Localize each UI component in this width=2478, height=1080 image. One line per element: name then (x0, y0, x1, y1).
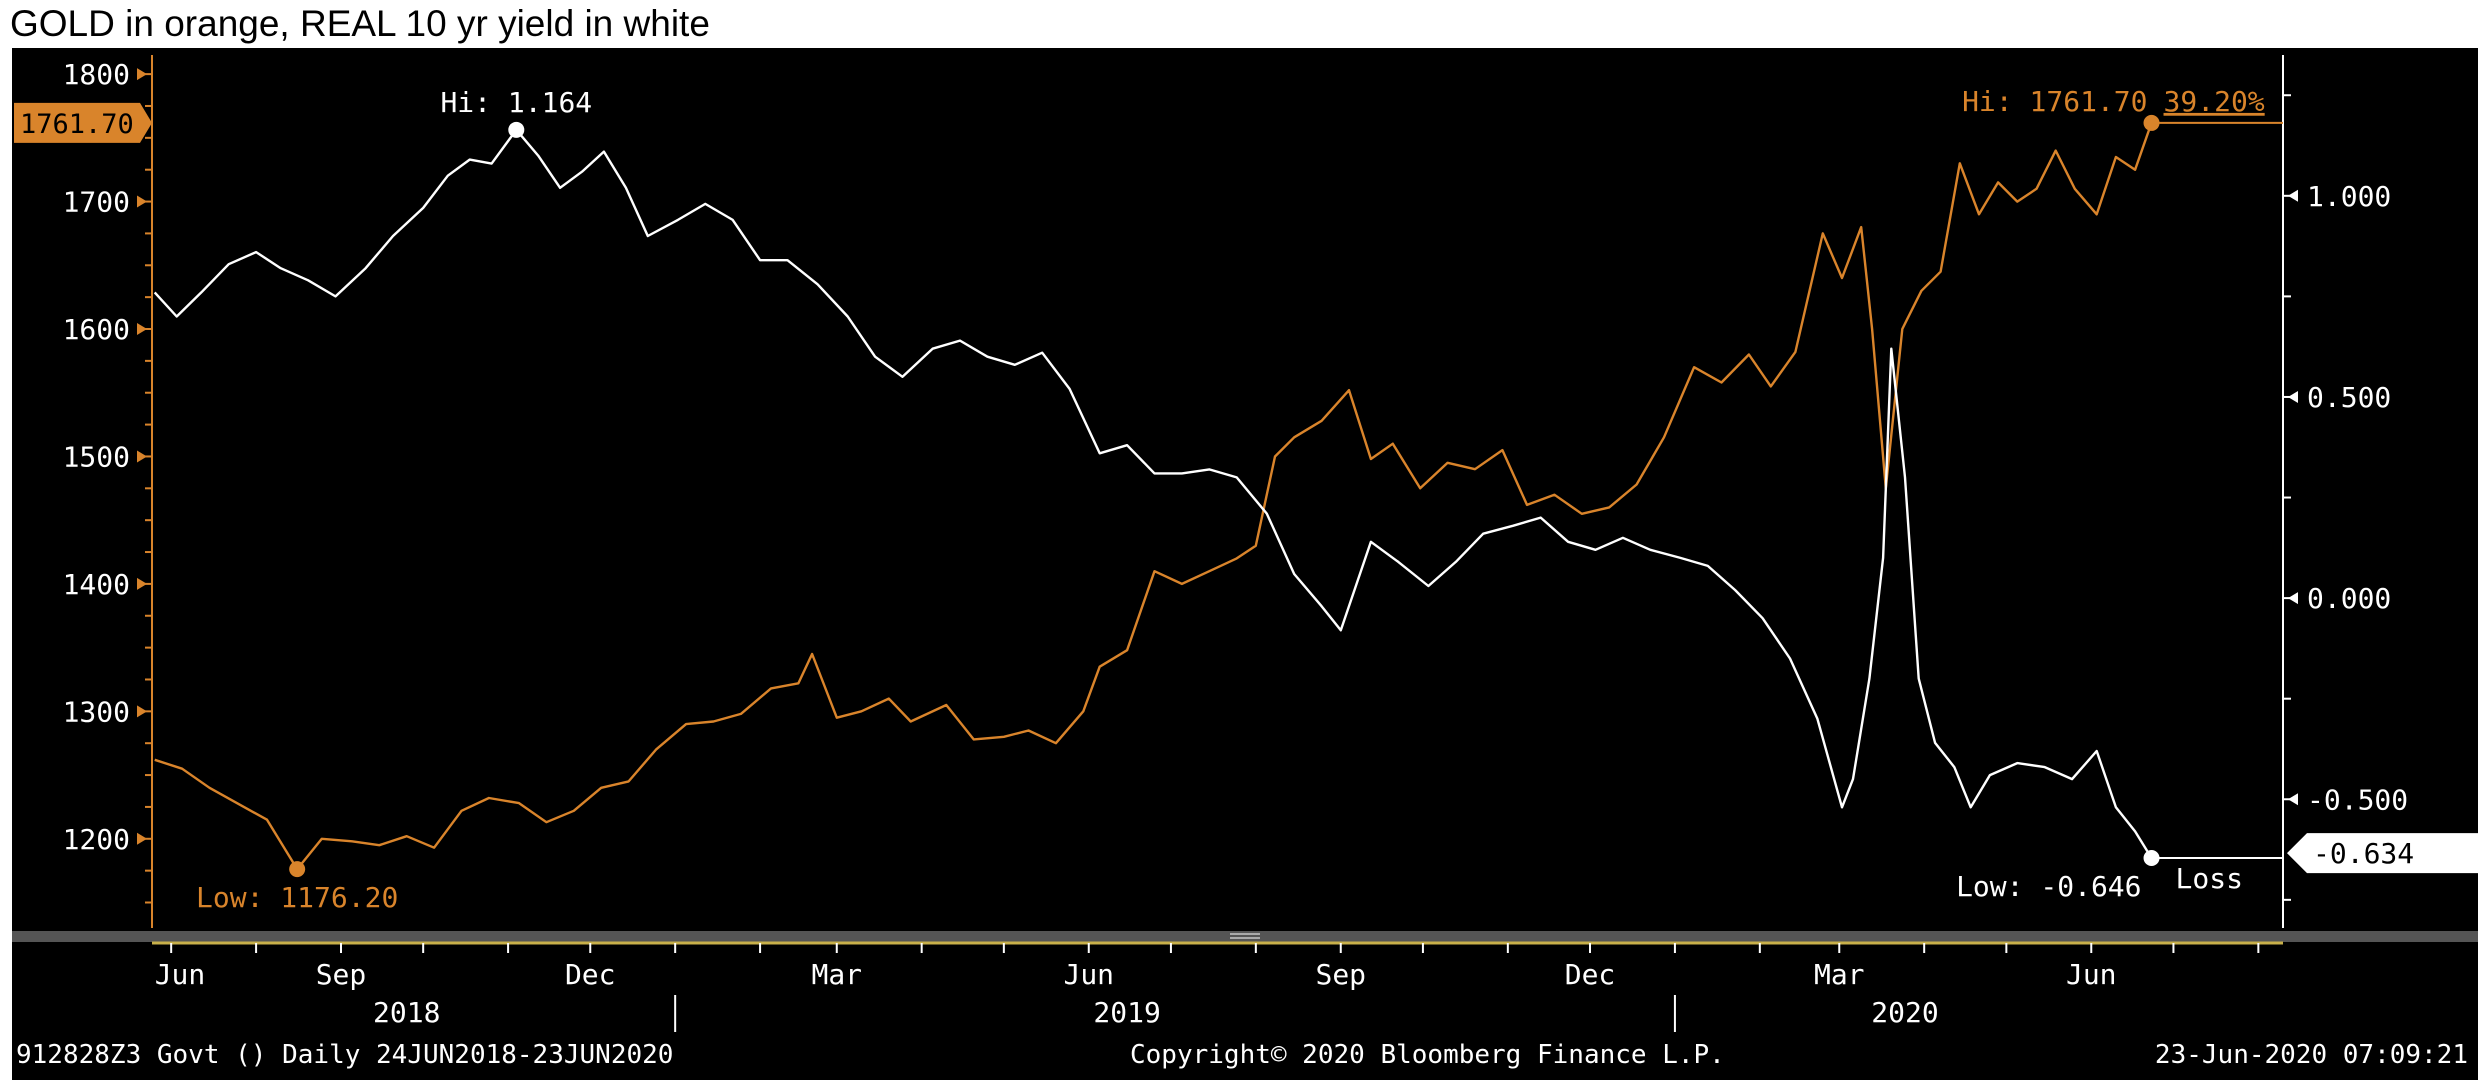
footer-security: 912828Z3 Govt () Daily 24JUN2018-23JUN20… (16, 1040, 673, 1070)
loss-label: Loss (2176, 862, 2243, 895)
left-tick-arrow (137, 832, 147, 845)
footer-copyright: Copyright© 2020 Bloomberg Finance L.P. (1130, 1040, 1725, 1070)
x-year-label: 2020 (1871, 996, 1938, 1029)
real-yield-line (153, 128, 2153, 859)
time-scrollbar (12, 931, 2478, 942)
scrollbar-grip (1230, 937, 1260, 939)
x-month-label: Jun (1063, 958, 1114, 991)
left-tick-label: 1300 (63, 695, 130, 728)
left-tick-arrow (137, 323, 147, 336)
left-tick-label: 1500 (63, 440, 130, 473)
gold-change-pct: 39.20% (2164, 85, 2265, 118)
right-axis: -0.500 0.000 0.500 1.000 -0.634 (2282, 55, 2478, 928)
yield-low-label: Low: -0.646 (1956, 870, 2141, 903)
right-last-value-label: -0.634 (2313, 837, 2414, 870)
annotation-layer: Hi: 1.164 Low: -0.646 Loss Hi: 1761.70 39.20… (196, 85, 2283, 914)
x-month-label: Sep (316, 958, 367, 991)
left-last-value-label: 1761.70 (20, 109, 134, 140)
x-month-label: Sep (1315, 958, 1366, 991)
x-month-label: Mar (1814, 958, 1865, 991)
series-layer (153, 122, 2153, 871)
left-tick-label: 1600 (63, 313, 130, 346)
x-month-label: Mar (811, 958, 862, 991)
x-year-label: 2018 (373, 996, 440, 1029)
left-tick-label: 1400 (63, 568, 130, 601)
left-tick-arrow (137, 68, 147, 81)
x-axis: Jun Sep Dec Mar Jun Sep Dec Mar Jun 2018 2019 2020 (12, 931, 2478, 1032)
yield-high-marker (508, 121, 525, 138)
right-last-value-tag (2287, 833, 2478, 874)
yield-high-label: Hi: 1.164 (440, 86, 592, 119)
right-tick-label: 0.000 (2307, 582, 2391, 615)
chart-background (12, 48, 2478, 1080)
gold-high-label: Hi: 1761.70 (1962, 85, 2147, 118)
left-tick-label: 1700 (63, 186, 130, 219)
right-tick-arrow (2288, 390, 2298, 403)
left-last-value-tag (14, 102, 152, 143)
x-month-label: Jun (2066, 958, 2117, 991)
left-axis: 1200 1300 1400 1500 1600 1700 1800 1761.70 (14, 55, 153, 928)
x-month-label: Jun (155, 958, 206, 991)
x-month-label: Dec (565, 958, 616, 991)
right-tick-label: 0.500 (2307, 381, 2391, 414)
gold-low-marker (289, 861, 306, 878)
x-month-label: Dec (1565, 958, 1616, 991)
right-tick-arrow (2288, 793, 2298, 806)
footer-timestamp: 23-Jun-2020 07:09:21 (2155, 1040, 2468, 1070)
right-tick-arrow (2288, 592, 2298, 605)
x-year-label: 2019 (1093, 996, 1160, 1029)
left-tick-arrow (137, 705, 147, 718)
left-tick-label: 1200 (63, 823, 130, 856)
scrollbar-grip (1230, 933, 1260, 935)
left-tick-arrow (137, 195, 147, 208)
gold-price-line (154, 122, 2153, 871)
left-tick-label: 1800 (63, 58, 130, 91)
right-tick-label: 1.000 (2307, 180, 2391, 213)
footer: 912828Z3 Govt () Daily 24JUN2018-23JUN20… (16, 1040, 2468, 1070)
chart-title: GOLD in orange, REAL 10 yr yield in whit… (10, 3, 710, 44)
right-tick-label: -0.500 (2307, 783, 2408, 816)
left-tick-arrow (137, 577, 147, 590)
right-tick-arrow (2288, 189, 2298, 202)
left-tick-arrow (137, 450, 147, 463)
gold-low-label: Low: 1176.20 (196, 881, 398, 914)
